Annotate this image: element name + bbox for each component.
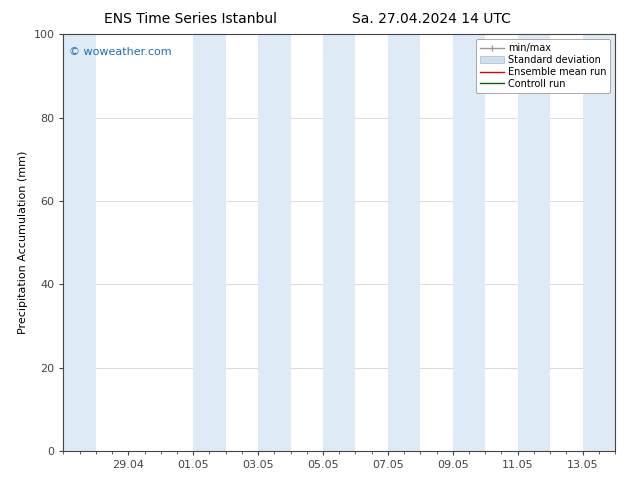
Legend: min/max, Standard deviation, Ensemble mean run, Controll run: min/max, Standard deviation, Ensemble me… (476, 39, 610, 93)
Bar (193, 34, 226, 451)
Bar (63, 34, 96, 451)
Bar (517, 34, 550, 451)
Bar (453, 34, 485, 451)
Bar (388, 34, 420, 451)
Text: Sa. 27.04.2024 14 UTC: Sa. 27.04.2024 14 UTC (352, 12, 510, 26)
Bar (583, 34, 615, 451)
Y-axis label: Precipitation Accumulation (mm): Precipitation Accumulation (mm) (18, 151, 28, 334)
Text: © woweather.com: © woweather.com (69, 47, 172, 57)
Bar (323, 34, 356, 451)
Text: ENS Time Series Istanbul: ENS Time Series Istanbul (104, 12, 276, 26)
Bar (258, 34, 290, 451)
